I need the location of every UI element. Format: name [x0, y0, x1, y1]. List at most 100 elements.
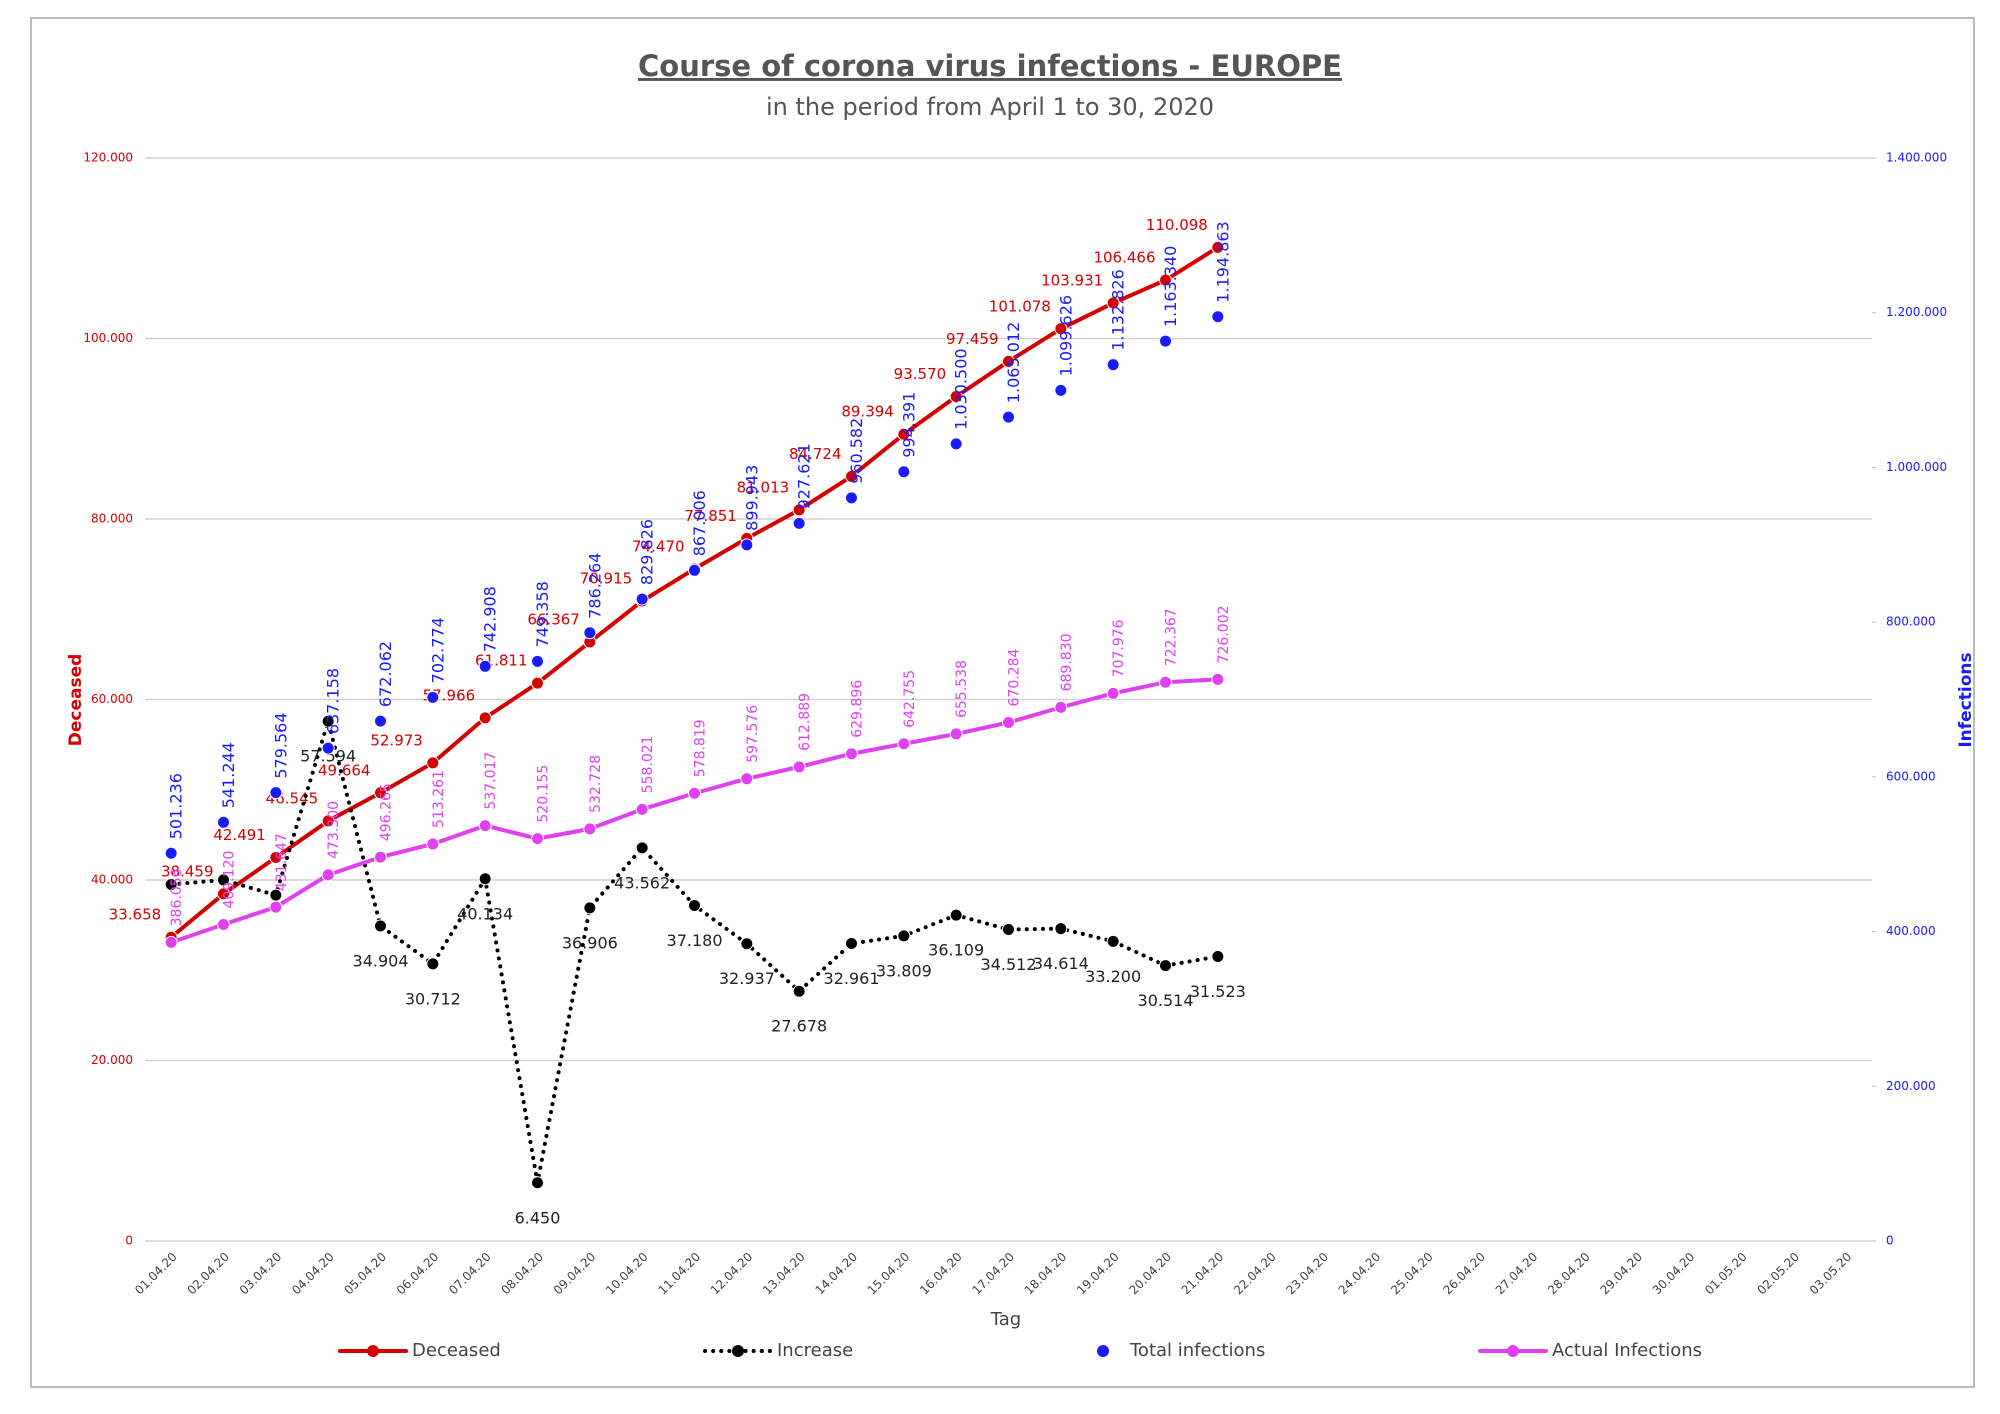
point: [1106, 686, 1120, 700]
data-label: 578.819: [693, 719, 709, 777]
data-label: 579.564: [271, 712, 290, 778]
x-tick-label: 15.04.20: [865, 1250, 913, 1298]
x-tick-label: 08.04.20: [498, 1250, 546, 1298]
data-label: 77.851: [684, 507, 737, 525]
data-label: 1.132.826: [1109, 269, 1128, 350]
data-label: 38.459: [161, 862, 214, 880]
data-label: 409.120: [222, 851, 238, 909]
legend-label: Deceased: [412, 1340, 501, 1361]
point: [1211, 950, 1225, 964]
x-tick-label: 17.04.20: [969, 1250, 1017, 1298]
data-label: 52.973: [370, 731, 423, 749]
point: [217, 873, 230, 887]
data-label: 36.906: [562, 933, 618, 952]
x-tick-label: 16.04.20: [917, 1250, 965, 1298]
x-tick-label: 05.04.20: [341, 1250, 389, 1298]
x-tick-label: 04.04.20: [289, 1250, 337, 1298]
y2-tick-label: 1.200.000: [1886, 305, 1947, 319]
point: [688, 786, 701, 800]
x-tick-label: 12.04.20: [708, 1250, 756, 1298]
point: [478, 872, 492, 886]
point: [1002, 354, 1015, 368]
data-label: 33.658: [109, 906, 162, 924]
y2-tick-label: 400.000: [1886, 924, 1936, 938]
point: [321, 741, 335, 755]
point: [164, 878, 178, 892]
point: [1002, 715, 1015, 729]
point: [164, 846, 178, 860]
point: [1211, 310, 1225, 324]
x-tick-label: 20.04.20: [1126, 1250, 1174, 1298]
data-label: 34.614: [1033, 954, 1089, 973]
x-tick-label: 25.04.20: [1388, 1250, 1436, 1298]
x-tick-label: 29.04.20: [1597, 1250, 1645, 1298]
data-label: 34.904: [353, 951, 409, 970]
y-tick-label: 40.000: [91, 873, 133, 887]
point: [949, 908, 963, 922]
x-tick-label: 06.04.20: [394, 1250, 442, 1298]
data-label: 655.538: [954, 660, 970, 718]
point: [583, 901, 597, 915]
data-label: 42.491: [213, 826, 266, 844]
point: [374, 786, 387, 800]
y2-tick-label: 200.000: [1886, 1079, 1936, 1093]
point: [845, 747, 858, 761]
point: [740, 937, 754, 951]
point: [217, 815, 230, 829]
x-tick-label: 24.04.20: [1336, 1250, 1384, 1298]
point: [897, 737, 911, 751]
data-label: 670.284: [1007, 649, 1023, 707]
x-tick-label: 02.04.20: [184, 1250, 232, 1298]
data-label: 558.021: [640, 735, 656, 793]
point: [269, 786, 283, 800]
point: [478, 711, 492, 725]
data-label: 101.078: [989, 297, 1051, 315]
point: [1106, 358, 1120, 372]
data-label: 707.976: [1111, 619, 1127, 677]
point: [478, 659, 492, 673]
data-label: 43.562: [614, 873, 670, 892]
data-label: 386.056: [169, 868, 185, 926]
point: [374, 714, 387, 728]
x-tick-label: 18.04.20: [1022, 1250, 1070, 1298]
data-label: 994.391: [899, 392, 918, 458]
data-label: 74.470: [632, 537, 685, 555]
point: [949, 727, 963, 741]
x-tick-label: 26.04.20: [1440, 1250, 1488, 1298]
point: [845, 491, 858, 505]
legend-label: Actual Infections: [1552, 1340, 1702, 1361]
legend-marker: [1507, 1345, 1519, 1357]
point: [531, 832, 544, 846]
data-label: 960.582: [847, 418, 866, 484]
legend-marker: [1097, 1345, 1109, 1357]
y2-tick-label: 800.000: [1886, 615, 1936, 629]
point: [217, 887, 230, 901]
x-tick-label: 13.04.20: [760, 1250, 808, 1298]
point: [792, 503, 806, 517]
data-label: 473.300: [326, 801, 342, 859]
point: [1211, 672, 1225, 686]
y-tick-label: 20.000: [91, 1053, 133, 1067]
legend-label: Increase: [777, 1340, 853, 1361]
x-tick-label: 09.04.20: [551, 1250, 599, 1298]
point: [688, 898, 701, 912]
point: [792, 984, 806, 998]
point: [688, 563, 701, 577]
point: [1054, 383, 1068, 397]
chart-subtitle: in the period from April 1 to 30, 2020: [766, 93, 1214, 121]
point: [583, 822, 597, 836]
x-tick-label: 27.04.20: [1493, 1250, 1541, 1298]
x-tick-label: 22.04.20: [1231, 1250, 1279, 1298]
data-label: 89.394: [841, 403, 894, 421]
data-label: 867.006: [690, 490, 709, 556]
point: [897, 427, 911, 441]
point: [740, 772, 754, 786]
data-label: 431.647: [274, 833, 290, 891]
point: [374, 850, 387, 864]
data-label: 642.755: [902, 670, 918, 728]
data-label: 33.200: [1085, 967, 1141, 986]
legend-marker: [367, 1345, 379, 1357]
data-label: 32.961: [824, 969, 880, 988]
point: [426, 690, 440, 704]
y-tick-label: 60.000: [91, 692, 133, 706]
